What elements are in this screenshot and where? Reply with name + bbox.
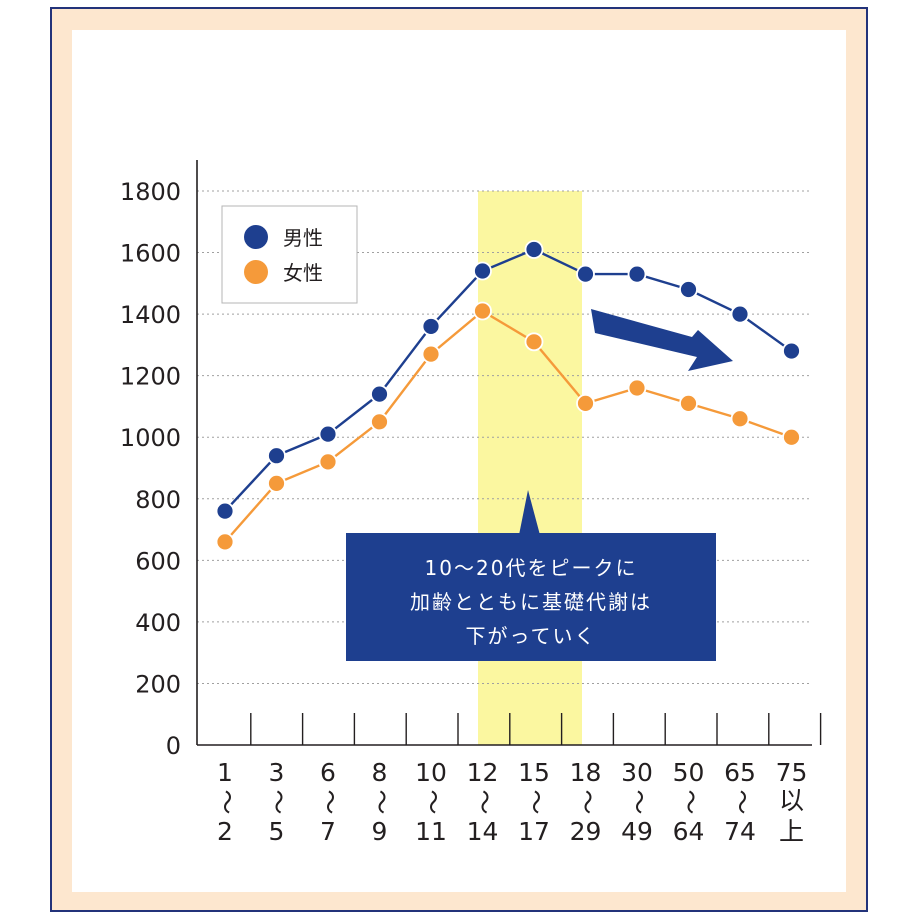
data-point-male: [782, 341, 801, 361]
x-tick-label: 〜: [264, 789, 293, 814]
y-tick-label: 1800: [120, 178, 181, 206]
x-tick-label: 29: [570, 817, 602, 846]
data-point-male: [215, 501, 235, 521]
legend-marker: [244, 225, 268, 249]
callout-text: 下がっていく: [466, 624, 597, 648]
data-point-female: [421, 344, 441, 364]
data-point-male: [267, 446, 286, 466]
highlight-band: [478, 191, 582, 745]
y-tick-label: 400: [135, 609, 181, 637]
data-point-female: [215, 532, 235, 552]
data-point-male: [627, 264, 647, 284]
data-point-female: [370, 412, 389, 432]
x-tick-label: 〜: [573, 789, 602, 814]
legend-label: 女性: [283, 261, 323, 285]
data-point-female: [679, 393, 698, 413]
y-tick-label: 200: [135, 670, 181, 698]
data-point-male: [679, 280, 698, 299]
x-tick-label: 65: [724, 758, 756, 787]
x-tick-label: 〜: [212, 789, 241, 814]
x-tick-label: 1: [217, 758, 233, 787]
x-tick-label: 〜: [470, 789, 499, 814]
x-tick-label: 11: [415, 817, 447, 846]
legend-label: 男性: [283, 226, 323, 250]
y-tick-label: 0: [166, 732, 181, 760]
data-point-female: [576, 393, 595, 413]
data-point-male: [473, 261, 492, 281]
x-tick-label: 17: [518, 817, 550, 846]
y-tick-label: 1200: [120, 363, 181, 391]
x-tick-label: 15: [518, 758, 550, 787]
data-point-female: [473, 301, 492, 321]
x-tick-label: 上: [779, 817, 804, 846]
callout-box: [346, 533, 716, 661]
x-tick-label: 〜: [418, 789, 447, 814]
data-point-female: [267, 473, 286, 493]
x-tick-label: 74: [724, 817, 756, 846]
legend-marker: [244, 260, 268, 284]
x-tick-label: 〜: [521, 789, 550, 814]
x-tick-label: 3: [269, 758, 285, 787]
data-point-male: [576, 264, 595, 284]
x-tick-label: 5: [269, 817, 285, 846]
x-tick-label: 12: [467, 758, 499, 787]
x-tick-label: 75: [776, 758, 808, 787]
y-tick-label: 1000: [120, 424, 181, 452]
x-tick-label: 18: [570, 758, 602, 787]
callout-text: 10〜20代をピークに: [425, 556, 638, 580]
callout-pointer: [519, 490, 540, 535]
data-point-male: [370, 384, 389, 404]
y-tick-label: 600: [135, 547, 181, 575]
data-point-female: [524, 332, 544, 352]
y-tick-label: 1600: [120, 240, 181, 268]
y-tick-label: 1400: [120, 301, 181, 329]
x-tick-label: 〜: [367, 789, 396, 814]
x-tick-label: 6: [320, 758, 336, 787]
x-tick-label: 14: [467, 817, 499, 846]
data-point-male: [318, 424, 338, 444]
data-point-male: [524, 240, 544, 259]
x-tick-label: 8: [372, 758, 388, 787]
decline-arrow: [591, 309, 733, 371]
x-tick-label: 以: [779, 786, 804, 815]
data-point-female: [627, 378, 647, 398]
callout-text: 加齢とともに基礎代謝は: [410, 590, 652, 614]
x-tick-label: 2: [217, 817, 233, 846]
x-tick-label: 9: [372, 817, 388, 846]
y-tick-label: 800: [135, 486, 181, 514]
x-tick-label: 7: [320, 817, 336, 846]
x-tick-label: 〜: [624, 789, 653, 814]
x-tick-label: 30: [621, 758, 653, 787]
data-point-male: [421, 317, 441, 336]
data-point-male: [730, 304, 750, 324]
x-tick-label: 〜: [727, 789, 756, 814]
x-tick-label: 〜: [676, 789, 705, 814]
data-point-female: [730, 409, 750, 429]
x-tick-label: 〜: [315, 789, 344, 814]
x-tick-label: 49: [621, 817, 653, 846]
x-tick-label: 10: [415, 758, 447, 787]
x-tick-label: 64: [673, 817, 705, 846]
data-point-female: [318, 452, 338, 472]
x-tick-label: 50: [673, 758, 705, 787]
legend-box: [221, 205, 358, 304]
chart-panel: [72, 30, 846, 892]
data-point-female: [782, 427, 801, 447]
